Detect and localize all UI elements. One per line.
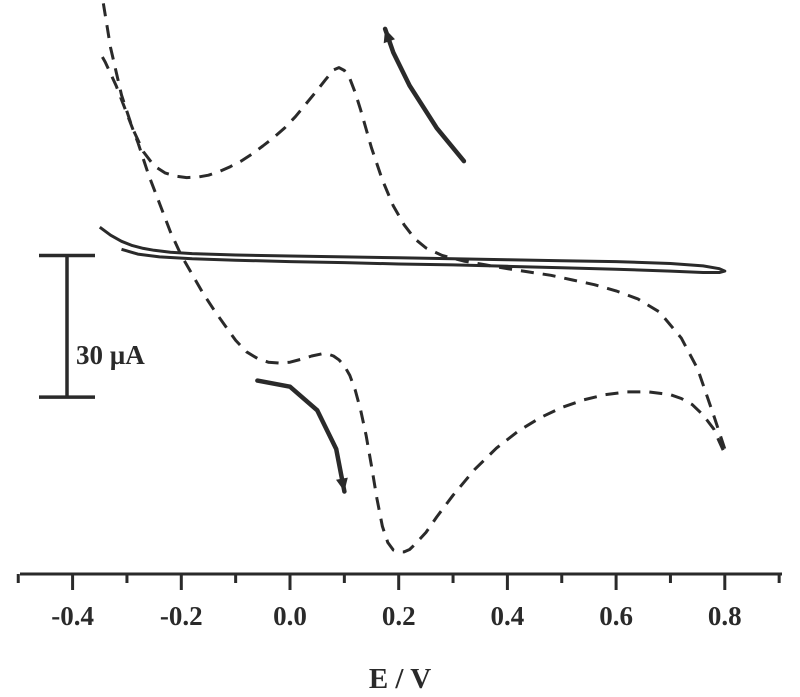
plot-curves bbox=[98, 0, 727, 554]
scan-direction-arrows bbox=[255, 26, 467, 494]
current-scale-bar: 30 µA bbox=[39, 253, 145, 399]
x-axis-ticks: -0.4 -0.2 0.0 0.2 0.4 0.6 0.8 bbox=[16, 574, 781, 631]
scan-arrow-shaft bbox=[255, 378, 347, 494]
x-axis-title: E / V bbox=[369, 663, 431, 695]
scale-bar-label: 30 µA bbox=[76, 340, 145, 370]
dashed-cv-curve bbox=[98, 0, 727, 554]
x-tick-label: -0.4 bbox=[51, 601, 94, 631]
x-tick-label: 0.4 bbox=[491, 601, 525, 631]
x-axis: -0.4 -0.2 0.0 0.2 0.4 0.6 0.8 bbox=[16, 572, 782, 631]
x-tick-label: 0.8 bbox=[708, 601, 742, 631]
scan-arrow-1 bbox=[382, 26, 467, 164]
x-tick-label: 0.0 bbox=[273, 601, 307, 631]
solid-cv-curve bbox=[98, 225, 727, 274]
scan-arrow-head bbox=[336, 477, 348, 492]
x-tick-label: 0.2 bbox=[382, 601, 416, 631]
x-tick-label: -0.2 bbox=[160, 601, 203, 631]
scan-arrow-shaft bbox=[382, 26, 467, 164]
scan-arrow-2 bbox=[255, 378, 348, 494]
scan-arrow-head bbox=[383, 28, 395, 44]
x-tick-label: 0.6 bbox=[599, 601, 633, 631]
